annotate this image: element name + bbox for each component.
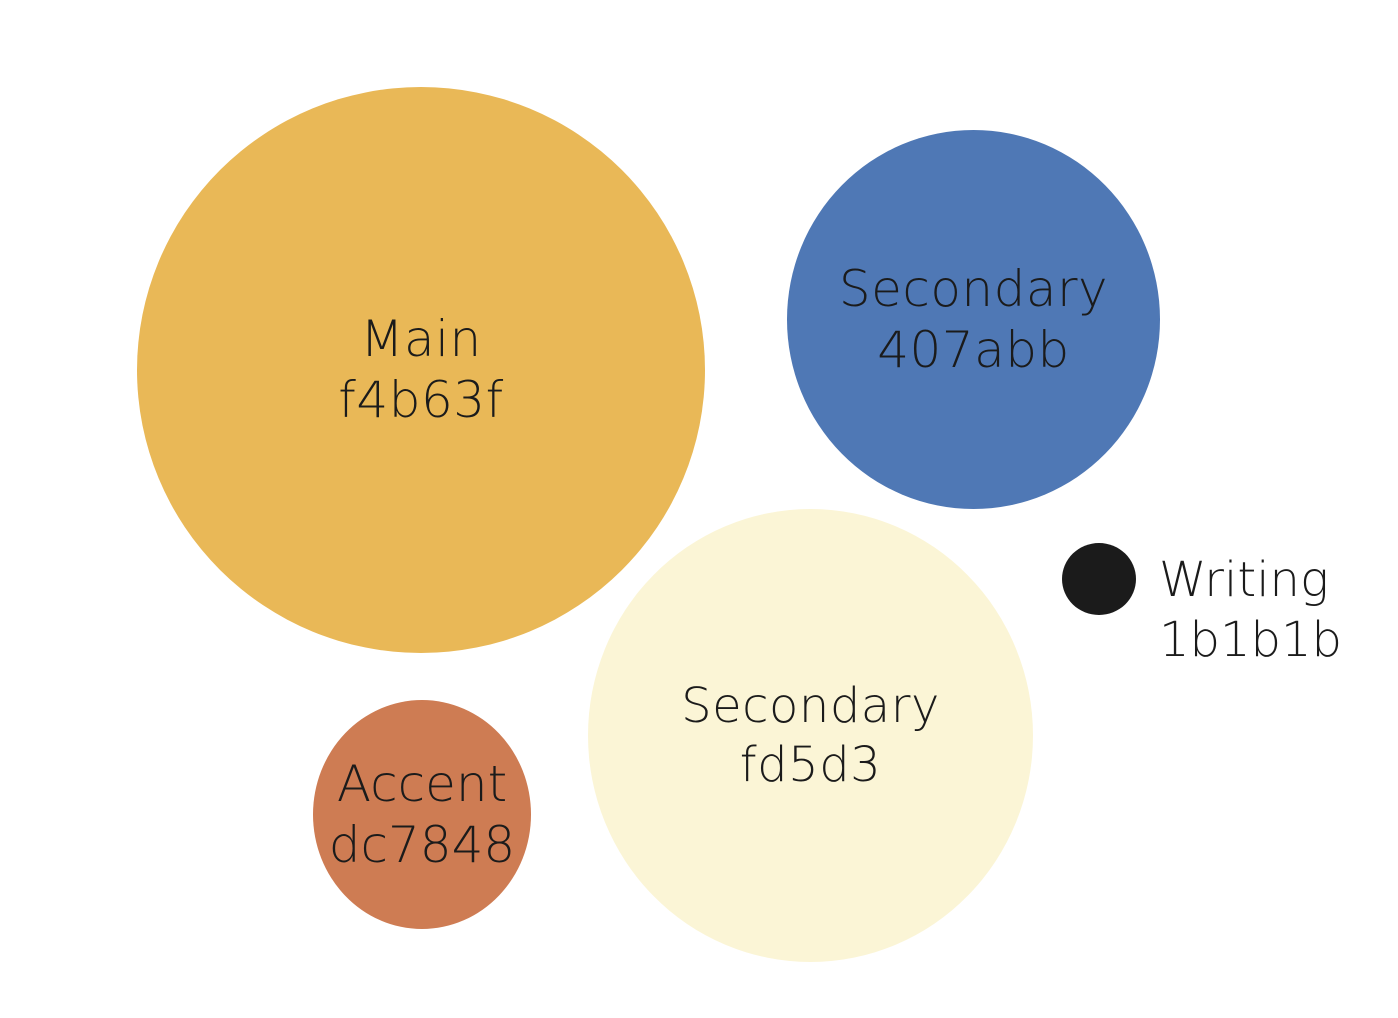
secondary-cream-swatch: Secondary fd5d3 bbox=[588, 509, 1033, 962]
writing-color-label: Writing 1b1b1b bbox=[1159, 550, 1342, 670]
secondary-cream-hex: fd5d3 bbox=[739, 736, 882, 793]
main-color-name: Main bbox=[360, 310, 482, 368]
writing-color-swatch bbox=[1062, 543, 1136, 615]
secondary-cream-name: Secondary bbox=[681, 677, 940, 734]
writing-color-name: Writing bbox=[1159, 552, 1329, 608]
secondary-blue-hex: 407abb bbox=[877, 320, 1070, 379]
secondary-blue-swatch: Secondary 407abb bbox=[787, 130, 1160, 509]
main-color-hex: f4b63f bbox=[338, 371, 504, 429]
accent-color-swatch: Accent dc7848 bbox=[313, 700, 531, 929]
writing-color-hex: 1b1b1b bbox=[1159, 612, 1343, 668]
accent-color-hex: dc7848 bbox=[328, 815, 516, 874]
main-color-swatch: Main f4b63f bbox=[137, 87, 705, 653]
accent-color-name: Accent bbox=[336, 754, 508, 813]
secondary-blue-name: Secondary bbox=[838, 259, 1109, 318]
